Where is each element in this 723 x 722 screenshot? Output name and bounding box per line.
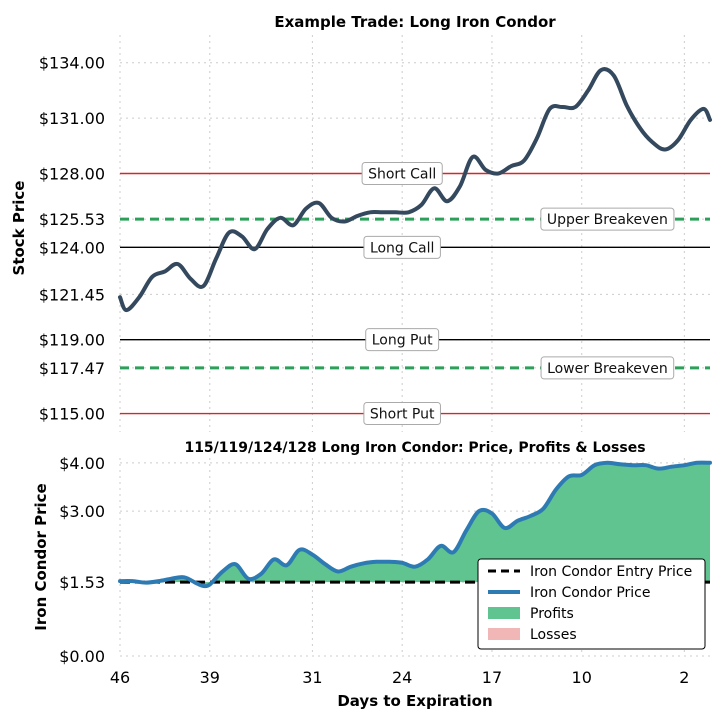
level-label-text: Long Put <box>372 333 433 349</box>
stock-y-tick-label: $124.00 <box>39 238 105 257</box>
profits-area <box>120 462 710 587</box>
level-label-box <box>363 235 441 259</box>
level-label-text: Long Call <box>370 240 434 256</box>
level-label-text: Short Put <box>370 407 435 423</box>
level-label: Long Call <box>363 235 441 259</box>
x-tick-label: 17 <box>482 668 502 687</box>
legend-label: Losses <box>530 627 577 643</box>
x-axis-label: Days to Expiration <box>337 692 492 710</box>
stock-y-axis-label: Stock Price <box>10 181 28 276</box>
legend-label: Iron Condor Price <box>530 585 651 601</box>
legend-label: Iron Condor Entry Price <box>530 564 692 580</box>
legend-item: Losses <box>488 627 577 643</box>
legend-item: Iron Condor Entry Price <box>488 564 692 580</box>
level-label: Lower Breakeven <box>540 356 675 380</box>
condor-y-tick-label: $4.00 <box>59 454 105 473</box>
x-tick-label: 39 <box>200 668 220 687</box>
condor-legend: Iron Condor Entry Price Iron Condor Price… <box>477 558 706 650</box>
condor-y-ticks: $0.00 $1.53 $3.00 $4.00 <box>59 454 105 666</box>
stock-y-tick-label: $128.00 <box>39 164 105 183</box>
stock-price-line <box>118 67 712 313</box>
legend-item: Profits <box>488 606 574 622</box>
condor-y-tick-label: $3.00 <box>59 502 105 521</box>
level-label-text: Upper Breakeven <box>547 212 668 228</box>
stock-price-chart: Example Trade: Long Iron Condor Short Ca… <box>10 13 712 432</box>
condor-price-line <box>118 460 712 589</box>
stock-y-tick-label: $119.00 <box>39 331 105 350</box>
x-tick-label: 46 <box>110 668 130 687</box>
stock-y-tick-label: $134.00 <box>39 54 105 73</box>
level-label: Short Put <box>363 402 441 426</box>
level-label-text: Lower Breakeven <box>547 361 668 377</box>
stock-y-tick-label: $121.45 <box>39 285 105 304</box>
level-label-text: Short Call <box>368 166 436 182</box>
legend-item: Iron Condor Price <box>488 585 651 601</box>
level-label-box <box>363 402 441 426</box>
stock-chart-title: Example Trade: Long Iron Condor <box>274 13 556 31</box>
stock-y-ticks: $115.00 $117.47 $119.00 $121.45 $124.00 $125.… <box>39 54 105 424</box>
level-label-box <box>365 328 440 352</box>
stock-y-tick-label: $125.53 <box>39 210 105 229</box>
stock-y-tick-label: $115.00 <box>39 405 105 424</box>
days-x-ticks: 46 39 31 24 17 10 2 <box>110 668 690 687</box>
x-tick-label: 2 <box>679 668 689 687</box>
condor-y-tick-label: $0.00 <box>59 647 105 666</box>
level-label-box <box>361 161 443 185</box>
level-label: Long Put <box>365 328 440 352</box>
legend-swatch <box>488 628 520 640</box>
strike-level-labels: Short Call Upper Breakeven Long Call Long P… <box>361 161 675 426</box>
legend-box <box>477 558 706 650</box>
condor-y-axis-label: Iron Condor Price <box>32 483 50 630</box>
legend-label: Profits <box>530 606 574 622</box>
level-label-box <box>540 356 675 380</box>
condor-y-tick-label: $1.53 <box>59 573 105 592</box>
x-tick-label: 31 <box>302 668 322 687</box>
level-label-box <box>540 207 675 231</box>
x-tick-label: 24 <box>392 668 412 687</box>
legend-swatch <box>488 607 520 619</box>
level-label: Upper Breakeven <box>540 207 675 231</box>
stock-y-tick-label: $117.47 <box>39 359 105 378</box>
x-tick-label: 10 <box>572 668 592 687</box>
iron-condor-price-chart: 115/119/124/128 Long Iron Condor: Price,… <box>32 440 712 710</box>
stock-y-tick-label: $131.00 <box>39 109 105 128</box>
level-label: Short Call <box>361 161 443 185</box>
condor-chart-title: 115/119/124/128 Long Iron Condor: Price,… <box>184 440 645 456</box>
